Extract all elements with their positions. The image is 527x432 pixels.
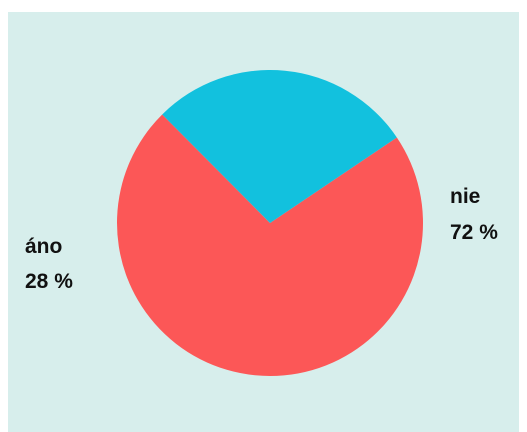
slice-label-nie-value: 72 % (450, 221, 498, 244)
pie-slices (117, 70, 424, 377)
slice-label-nie-name: nie (450, 185, 480, 208)
pie-slice-ano (162, 70, 397, 223)
slice-label-ano-value: 28 % (25, 270, 73, 293)
pie-labels: nie 72 % áno 28 % (25, 185, 498, 293)
pie-slice-nie (117, 114, 424, 377)
slice-label-ano-name: áno (25, 235, 62, 258)
